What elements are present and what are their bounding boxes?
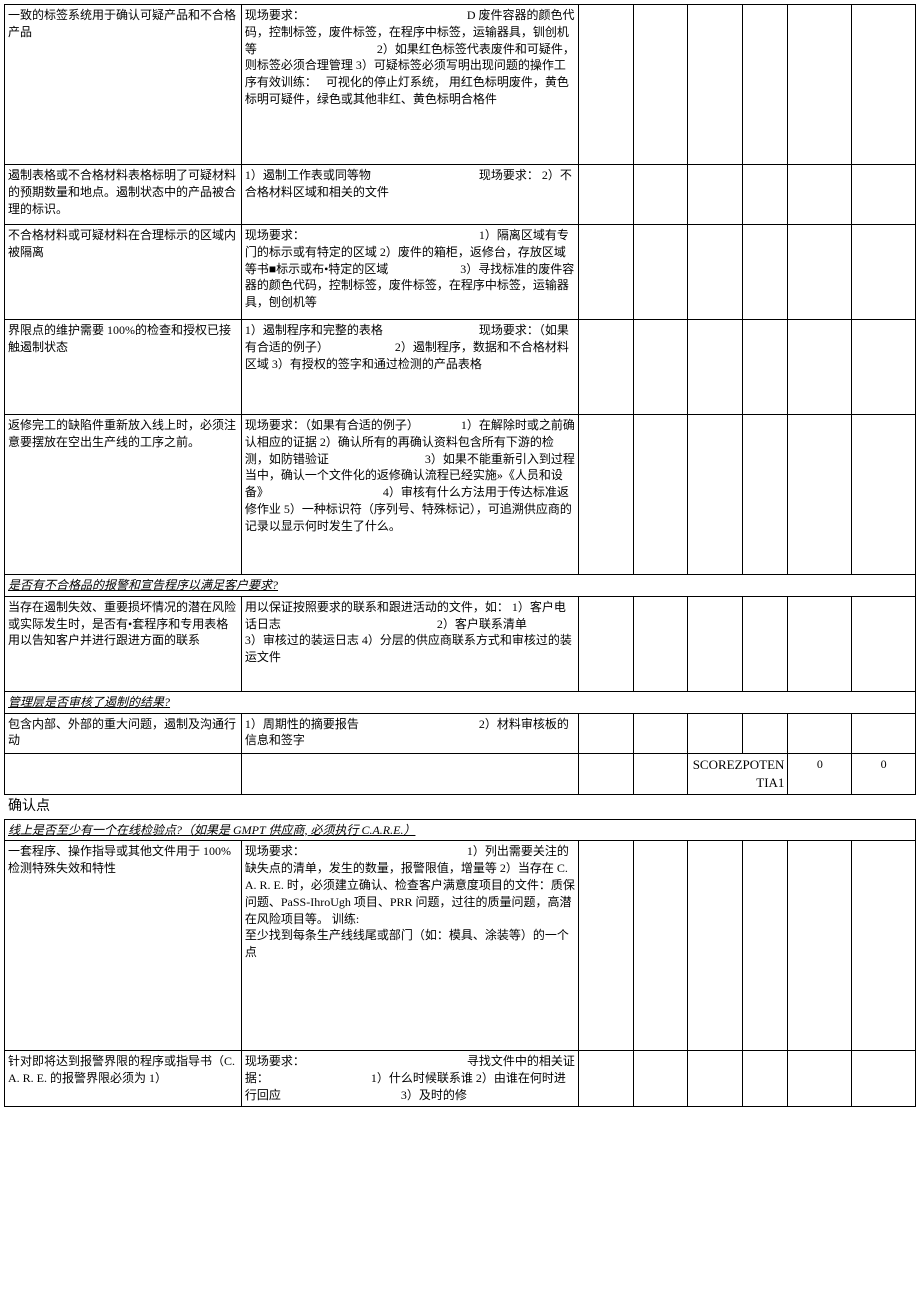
cell-blank [852, 596, 916, 691]
cell-blank [633, 713, 688, 753]
cell-blank [852, 841, 916, 1051]
cell-requirement: 1）遏制程序和完整的表格 现场要求：（如果有合适的例子） 2）遏制程序，数据和不… [241, 320, 578, 415]
cell-blank [633, 841, 688, 1051]
cell-criteria: 一致的标签系统用于确认可疑产品和不合格产品 [5, 5, 242, 165]
table-row: 返修完工的缺陷件重新放入线上时，必须注意要摆放在空出生产线的工序之前。 现场要求… [5, 415, 916, 575]
cell-blank [852, 713, 916, 753]
cell-criteria: 遏制表格或不合格材料表格标明了可疑材料的预期数量和地点。遏制状态中的产品被合理的… [5, 165, 242, 225]
cell-blank [688, 596, 743, 691]
cell-blank [788, 841, 852, 1051]
table-row: 一致的标签系统用于确认可疑产品和不合格产品 现场要求： D 废件容器的颜色代码，… [5, 5, 916, 165]
cell-blank [788, 225, 852, 320]
table-row: 当存在遏制失效、重要损坏情况的潜在风险或实际发生时，是否有•套程序和专用表格用以… [5, 596, 916, 691]
cell-blank [742, 225, 788, 320]
cell-blank [578, 753, 633, 794]
cell-blank [578, 713, 633, 753]
cell-blank [742, 165, 788, 225]
cell-requirement: 1）遏制工作表或同等物 现场要求： 2）不合格材料区域和相关的文件 [241, 165, 578, 225]
cell-criteria: 界限点的维护需要 100%的检查和授权已接触遏制状态 [5, 320, 242, 415]
score-value-2: 0 [852, 753, 916, 794]
table-row: 界限点的维护需要 100%的检查和授权已接触遏制状态 1）遏制程序和完整的表格 … [5, 320, 916, 415]
cell-blank [5, 753, 242, 794]
cell-blank [578, 320, 633, 415]
cell-blank [852, 320, 916, 415]
cell-requirement: 1）周期性的摘要报告 2）材料审核板的信息和签字 [241, 713, 578, 753]
cell-blank [852, 165, 916, 225]
cell-blank [688, 225, 743, 320]
cell-blank [633, 320, 688, 415]
cell-blank [578, 5, 633, 165]
question-row: 是否有不合格品的报警和宣告程序以满足客户要求? [5, 575, 916, 597]
cell-blank [688, 5, 743, 165]
cell-requirement: 用以保证按照要求的联系和跟进活动的文件，如： 1）客户电话日志 2）客户联系清单… [241, 596, 578, 691]
cell-requirement: 现场要求： D 废件容器的颜色代码，控制标签，废件标签，在程序中标签，运输器具，… [241, 5, 578, 165]
cell-blank [852, 415, 916, 575]
question-text: 是否有不合格品的报警和宣告程序以满足客户要求? [5, 575, 916, 597]
cell-blank [742, 841, 788, 1051]
score-label: SCOREZPOTENTIA1 [688, 753, 788, 794]
cell-blank [852, 5, 916, 165]
cell-blank [633, 415, 688, 575]
cell-blank [788, 596, 852, 691]
cell-blank [633, 225, 688, 320]
table-row: 遏制表格或不合格材料表格标明了可疑材料的预期数量和地点。遏制状态中的产品被合理的… [5, 165, 916, 225]
cell-blank [688, 415, 743, 575]
cell-blank [742, 415, 788, 575]
score-row: SCOREZPOTENTIA1 0 0 [5, 753, 916, 794]
section-title: 确认点 [4, 795, 916, 819]
cell-criteria: 包含内部、外部的重大问题，遏制及沟通行动 [5, 713, 242, 753]
cell-blank [578, 415, 633, 575]
cell-criteria: 当存在遏制失效、重要损坏情况的潜在风险或实际发生时，是否有•套程序和专用表格用以… [5, 596, 242, 691]
cell-blank [788, 415, 852, 575]
cell-criteria: 一套程序、操作指导或其他文件用于 100%检测特殊失效和特性 [5, 841, 242, 1051]
question-row: 线上是否至少有一个在线检验点?（如果是 GMPT 供应商, 必须执行 C.A.R… [5, 819, 916, 841]
cell-blank [241, 753, 578, 794]
question-row: 管理层是否审核了遏制的结果? [5, 691, 916, 713]
cell-blank [688, 1051, 743, 1106]
cell-blank [633, 165, 688, 225]
cell-blank [742, 596, 788, 691]
cell-blank [788, 5, 852, 165]
cell-blank [578, 225, 633, 320]
cell-criteria: 返修完工的缺陷件重新放入线上时，必须注意要摆放在空出生产线的工序之前。 [5, 415, 242, 575]
cell-criteria: 不合格材料或可疑材料在合理标示的区域内被隔离 [5, 225, 242, 320]
table-row: 不合格材料或可疑材料在合理标示的区域内被隔离 现场要求： 1）隔离区域有专门的标… [5, 225, 916, 320]
question-text: 管理层是否审核了遏制的结果? [5, 691, 916, 713]
cell-blank [788, 165, 852, 225]
cell-blank [742, 1051, 788, 1106]
cell-blank [852, 225, 916, 320]
cell-criteria: 针对即将达到报警界限的程序或指导书（C. A. R. E. 的报警界限必须为 1… [5, 1051, 242, 1106]
cell-requirement: 现场要求： 寻找文件中的相关证据： 1）什么时候联系谁 2）由谁在何时进行回应 … [241, 1051, 578, 1106]
cell-requirement: 现场要求： 1）列出需要关注的缺失点的清单，发生的数量，报警限值，增量等 2）当… [241, 841, 578, 1051]
question-text: 线上是否至少有一个在线检验点?（如果是 GMPT 供应商, 必须执行 C.A.R… [5, 819, 916, 841]
table-row: 包含内部、外部的重大问题，遏制及沟通行动 1）周期性的摘要报告 2）材料审核板的… [5, 713, 916, 753]
cell-blank [633, 1051, 688, 1106]
cell-blank [688, 165, 743, 225]
cell-blank [742, 320, 788, 415]
cell-blank [688, 713, 743, 753]
cell-blank [788, 713, 852, 753]
cell-blank [633, 596, 688, 691]
cell-blank [633, 5, 688, 165]
cell-blank [688, 320, 743, 415]
table-row: 一套程序、操作指导或其他文件用于 100%检测特殊失效和特性 现场要求： 1）列… [5, 841, 916, 1051]
cell-blank [742, 5, 788, 165]
audit-table-2: 线上是否至少有一个在线检验点?（如果是 GMPT 供应商, 必须执行 C.A.R… [4, 819, 916, 1107]
cell-blank [688, 841, 743, 1051]
score-value-1: 0 [788, 753, 852, 794]
cell-blank [852, 1051, 916, 1106]
cell-blank [788, 320, 852, 415]
cell-blank [578, 165, 633, 225]
cell-blank [633, 753, 688, 794]
cell-blank [578, 596, 633, 691]
cell-requirement: 现场要求： 1）隔离区域有专门的标示或有特定的区域 2）废件的箱柜，返修台，存放… [241, 225, 578, 320]
cell-blank [578, 841, 633, 1051]
table-row: 针对即将达到报警界限的程序或指导书（C. A. R. E. 的报警界限必须为 1… [5, 1051, 916, 1106]
cell-requirement: 现场要求：（如果有合适的例子） 1）在解除时或之前确认相应的证据 2）确认所有的… [241, 415, 578, 575]
cell-blank [788, 1051, 852, 1106]
cell-blank [742, 713, 788, 753]
cell-blank [578, 1051, 633, 1106]
audit-table: 一致的标签系统用于确认可疑产品和不合格产品 现场要求： D 废件容器的颜色代码，… [4, 4, 916, 795]
